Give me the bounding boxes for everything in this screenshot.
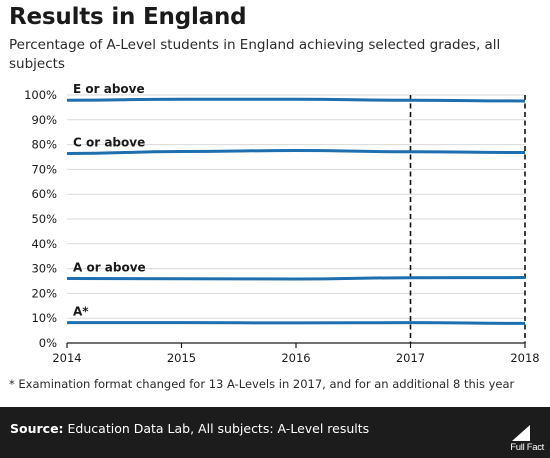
series-label: A*: [73, 305, 89, 319]
x-tick-label: 2015: [167, 351, 196, 365]
series-label: E or above: [73, 82, 145, 96]
series-line: [66, 149, 526, 156]
format-change-markers: [409, 95, 526, 343]
y-tick-label: 80%: [31, 138, 57, 152]
y-axis-ticks: 0% 10% 20% 30% 40% 50% 60% 70% 80% 90% 100%: [24, 88, 57, 350]
x-tick-label: 2014: [52, 351, 81, 365]
series-line: [66, 321, 526, 325]
y-tick-label: 90%: [31, 113, 57, 127]
y-tick-label: 60%: [31, 187, 57, 201]
y-tick-label: 30%: [31, 262, 57, 276]
source-label: Source:: [10, 421, 64, 436]
footnote: * Examination format changed for 13 A-Le…: [9, 377, 515, 391]
series-line: [66, 276, 526, 281]
y-tick-label: 0%: [39, 336, 57, 350]
footer-bar: Source: Education Data Lab, All subjects…: [0, 407, 550, 458]
x-axis: 2014 2015 2016 2017 2018: [52, 342, 540, 365]
y-tick-label: 10%: [31, 311, 57, 325]
x-tick-label: 2017: [396, 351, 425, 365]
y-tick-label: 100%: [24, 88, 57, 102]
logo-text: Full Fact: [510, 442, 544, 453]
page-title: Results in England: [9, 4, 247, 30]
gridlines: [67, 94, 525, 319]
source-line: Source: Education Data Lab, All subjects…: [10, 421, 369, 436]
full-fact-logo: Full Fact: [490, 425, 544, 453]
y-tick-label: 70%: [31, 162, 57, 176]
line-chart: 0% 10% 20% 30% 40% 50% 60% 70% 80% 90% 100% E or a…: [24, 82, 540, 365]
series-lines: [66, 97, 526, 325]
y-tick-label: 40%: [31, 237, 57, 251]
logo-mark-icon: [512, 425, 530, 441]
y-tick-label: 20%: [31, 286, 57, 300]
series-line: [66, 97, 526, 103]
series-label: C or above: [73, 136, 145, 150]
series-labels: E or above C or above A or above A*: [73, 82, 146, 318]
x-tick-label: 2016: [281, 351, 310, 365]
x-tick-label: 2018: [510, 351, 539, 365]
chart-subtitle: Percentage of A-Level students in Englan…: [9, 37, 501, 72]
series-label: A or above: [73, 261, 146, 275]
source-text: Education Data Lab, All subjects: A-Leve…: [67, 421, 370, 436]
y-tick-label: 50%: [31, 212, 57, 226]
